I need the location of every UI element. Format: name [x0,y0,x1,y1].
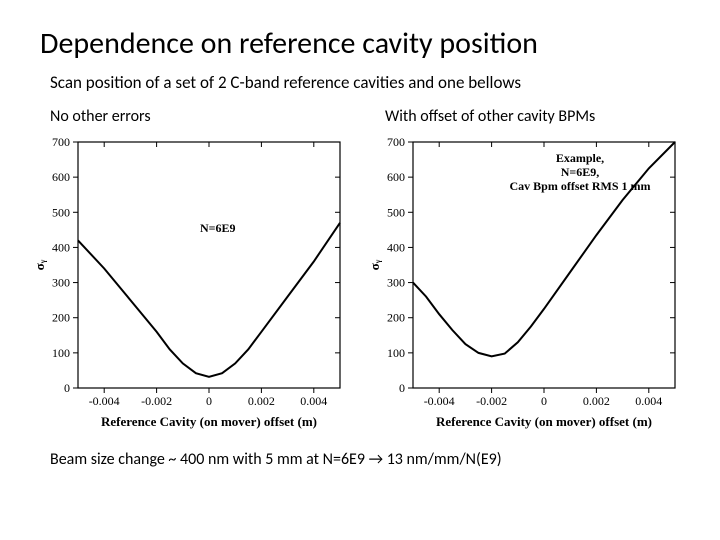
svg-text:-0.004: -0.004 [89,394,120,408]
svg-text:N=6E9: N=6E9 [200,221,236,235]
svg-text:100: 100 [387,346,405,360]
svg-text:400: 400 [52,240,70,254]
svg-text:σᵧ: σᵧ [367,259,382,270]
charts-row: No other errors -0.004 -0.002 0 0.002 0.004 0… [30,107,690,432]
chart-left: -0.004 -0.002 0 0.002 0.004 0 100 200 300 400 500 6… [30,132,350,432]
svg-text:600: 600 [52,170,70,184]
svg-text:400: 400 [387,240,405,254]
svg-text:N=6E9,: N=6E9, [561,165,600,179]
svg-text:-0.002: -0.002 [141,394,172,408]
svg-text:0: 0 [399,381,405,395]
svg-text:σᵧ: σᵧ [32,259,47,270]
chart-left-label: No other errors [50,107,355,126]
svg-text:100: 100 [52,346,70,360]
svg-text:-0.002: -0.002 [476,394,507,408]
svg-text:700: 700 [387,135,405,149]
svg-text:0: 0 [541,394,547,408]
slide: Dependence on reference cavity position … [0,0,720,540]
svg-text:0.002: 0.002 [583,394,610,408]
svg-text:300: 300 [52,276,70,290]
svg-text:Example,: Example, [556,151,604,165]
svg-text:Reference Cavity (on mover) of: Reference Cavity (on mover) offset (m) [436,414,652,429]
svg-text:0.004: 0.004 [300,394,327,408]
svg-text:200: 200 [52,311,70,325]
svg-text:700: 700 [52,135,70,149]
svg-text:0: 0 [206,394,212,408]
slide-subtitle: Scan position of a set of 2 C-band refer… [50,72,690,93]
svg-text:500: 500 [387,205,405,219]
chart-right-label: With offset of other cavity BPMs [385,107,690,126]
slide-footer: Beam size change ~ 400 nm with 5 mm at N… [50,450,690,469]
svg-text:0.004: 0.004 [635,394,662,408]
svg-text:0: 0 [64,381,70,395]
svg-text:Cav Bpm offset RMS 1 mm: Cav Bpm offset RMS 1 mm [510,179,651,193]
chart-right: -0.004 -0.002 0 0.002 0.004 0 100 200 300 400 500 6… [365,132,685,432]
chart-left-col: No other errors -0.004 -0.002 0 0.002 0.004 0… [30,107,355,432]
slide-title: Dependence on reference cavity position [40,25,690,62]
svg-text:0.002: 0.002 [248,394,275,408]
svg-text:Reference Cavity (on mover) of: Reference Cavity (on mover) offset (m) [101,414,317,429]
svg-text:300: 300 [387,276,405,290]
svg-text:-0.004: -0.004 [424,394,455,408]
svg-text:200: 200 [387,311,405,325]
svg-text:600: 600 [387,170,405,184]
svg-text:500: 500 [52,205,70,219]
chart-right-col: With offset of other cavity BPMs -0.004-… [365,107,690,432]
